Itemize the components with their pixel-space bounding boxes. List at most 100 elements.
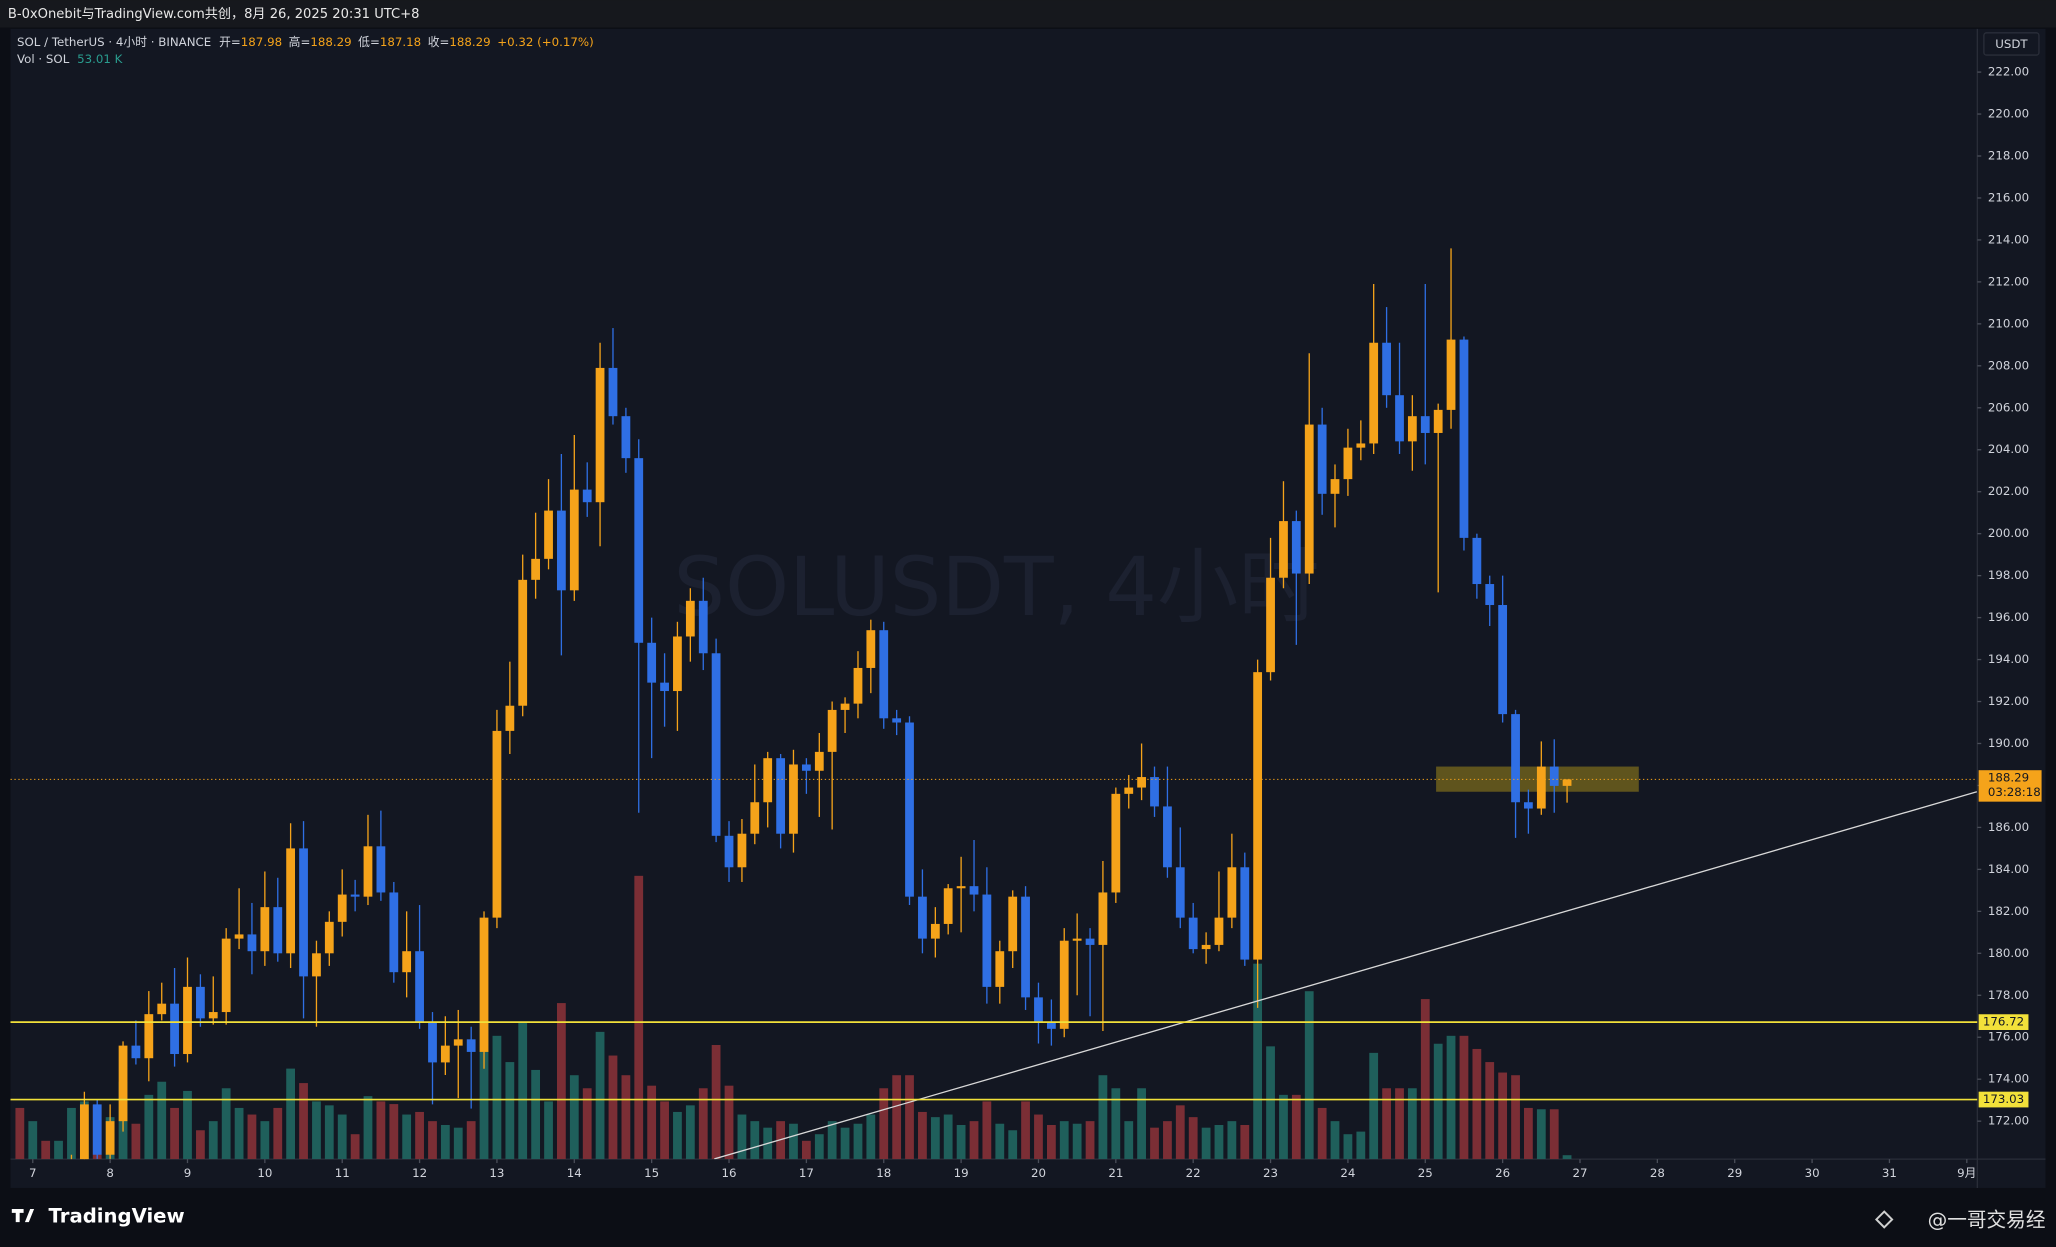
volume-bar: [1124, 1121, 1134, 1160]
candle-body: [1188, 917, 1198, 950]
volume-bar: [1343, 1134, 1353, 1160]
x-tick-label: 16: [722, 1166, 737, 1180]
candle-body: [118, 1045, 128, 1122]
volume-bar: [54, 1140, 63, 1160]
volume-bar: [1356, 1131, 1366, 1160]
legend-low: 187.18: [380, 34, 421, 48]
candle-body: [1279, 521, 1288, 578]
x-tick-label: 7: [29, 1166, 37, 1180]
volume-bar: [389, 1104, 399, 1160]
candle-body: [1420, 416, 1430, 433]
currency-box[interactable]: [1983, 32, 2040, 56]
candle-body: [1446, 339, 1456, 410]
volume-bar: [1059, 1121, 1069, 1160]
volume-bar: [556, 1003, 566, 1160]
candle-body: [905, 722, 914, 897]
volume-bar: [918, 1111, 927, 1160]
volume-bar: [1291, 1094, 1301, 1160]
candle-body: [1291, 521, 1301, 574]
y-tick-label: 196.00: [1988, 610, 2029, 624]
legend-main: SOL / TetherUS · 4小时 · BINANCE 开=187.98 高=…: [17, 34, 594, 48]
volume-bar: [1459, 1035, 1469, 1160]
candle-body: [312, 953, 321, 977]
volume-bar: [312, 1101, 321, 1160]
y-tick-label: 222.00: [1988, 65, 2029, 79]
candle-body: [1072, 938, 1082, 941]
x-tick-label: 25: [1418, 1166, 1433, 1180]
footer-brand: TradingView: [49, 1204, 185, 1227]
candle-body: [737, 833, 747, 868]
volume-bar: [1072, 1123, 1082, 1160]
volume-bar: [234, 1107, 244, 1160]
volume-bar: [28, 1121, 38, 1160]
volume-bar: [1021, 1101, 1030, 1160]
candle-body: [1240, 867, 1250, 960]
volume-bar: [801, 1140, 811, 1160]
candle-body: [801, 764, 811, 771]
volume-bar: [595, 1031, 605, 1160]
volume-bar: [866, 1114, 876, 1160]
volume-bar: [286, 1068, 296, 1160]
candle-body: [196, 986, 205, 1019]
volume-bar: [1111, 1088, 1121, 1160]
legend-label: 高=: [289, 34, 311, 48]
volume-bar: [299, 1083, 308, 1160]
candle-body: [621, 416, 631, 459]
y-tick-label: 210.00: [1988, 316, 2029, 330]
candle-body: [853, 667, 863, 704]
hline-label-bg: [1978, 1091, 2029, 1108]
candle-body: [1317, 424, 1327, 494]
x-tick-label: 17: [799, 1166, 814, 1180]
x-tick-label: 20: [1031, 1166, 1046, 1180]
candle-body: [1021, 896, 1030, 998]
x-tick-label: 24: [1340, 1166, 1355, 1180]
volume-bar: [905, 1075, 914, 1160]
y-tick-label: 208.00: [1988, 358, 2029, 372]
candle-body: [131, 1045, 141, 1059]
volume-bar: [531, 1069, 541, 1160]
candle-body: [1266, 577, 1275, 673]
volume-bar: [1330, 1121, 1340, 1160]
legend-label: 开=: [219, 34, 241, 48]
candle-body: [776, 758, 786, 834]
legend-vol-name: Vol · SOL: [17, 52, 70, 66]
candle-body: [724, 835, 734, 868]
volume-bar: [1098, 1075, 1108, 1160]
candle-body: [428, 1022, 437, 1063]
currency: USDT: [1995, 37, 2028, 51]
y-tick-label: 212.00: [1988, 274, 2029, 288]
volume-bar: [582, 1088, 592, 1160]
price-label: 188.29: [1988, 771, 2029, 785]
x-tick-label: 21: [1108, 1166, 1123, 1180]
volume-bar: [737, 1114, 747, 1160]
volume-bar: [1524, 1107, 1533, 1160]
time-axis-bg: [10, 1159, 1978, 1188]
x-tick-label: 13: [489, 1166, 504, 1180]
y-tick-label: 184.00: [1988, 862, 2029, 876]
volume-bar: [1253, 963, 1263, 1160]
footer-author: @一哥交易经: [1928, 1208, 2046, 1231]
volume-bar: [1511, 1075, 1520, 1160]
candle-body: [286, 848, 296, 954]
volume-bar: [376, 1101, 386, 1160]
footer-logo[interactable]: TradingView: [11, 1204, 185, 1227]
volume-bar: [337, 1114, 347, 1160]
y-tick-label: 176.00: [1988, 1030, 2029, 1044]
volume-bar: [943, 1114, 953, 1160]
x-tick-label: 14: [567, 1166, 582, 1180]
volume-bar: [1034, 1114, 1043, 1160]
volume-bar: [492, 1035, 502, 1160]
header-title: B-0xOnebit与TradingView.com共创，8月 26, 2025…: [8, 6, 420, 22]
y-tick-label: 202.00: [1988, 484, 2029, 498]
legend-open: 187.98: [241, 34, 282, 48]
candle-body: [544, 510, 553, 559]
candle-body: [363, 846, 373, 897]
candle-body: [1459, 339, 1469, 538]
volume-bar: [647, 1085, 657, 1160]
logo-icon: [11, 1208, 35, 1223]
volume-bar: [415, 1111, 424, 1160]
volume-bar: [221, 1088, 231, 1160]
candle-body: [840, 703, 850, 710]
x-tick-label: 19: [954, 1166, 969, 1180]
